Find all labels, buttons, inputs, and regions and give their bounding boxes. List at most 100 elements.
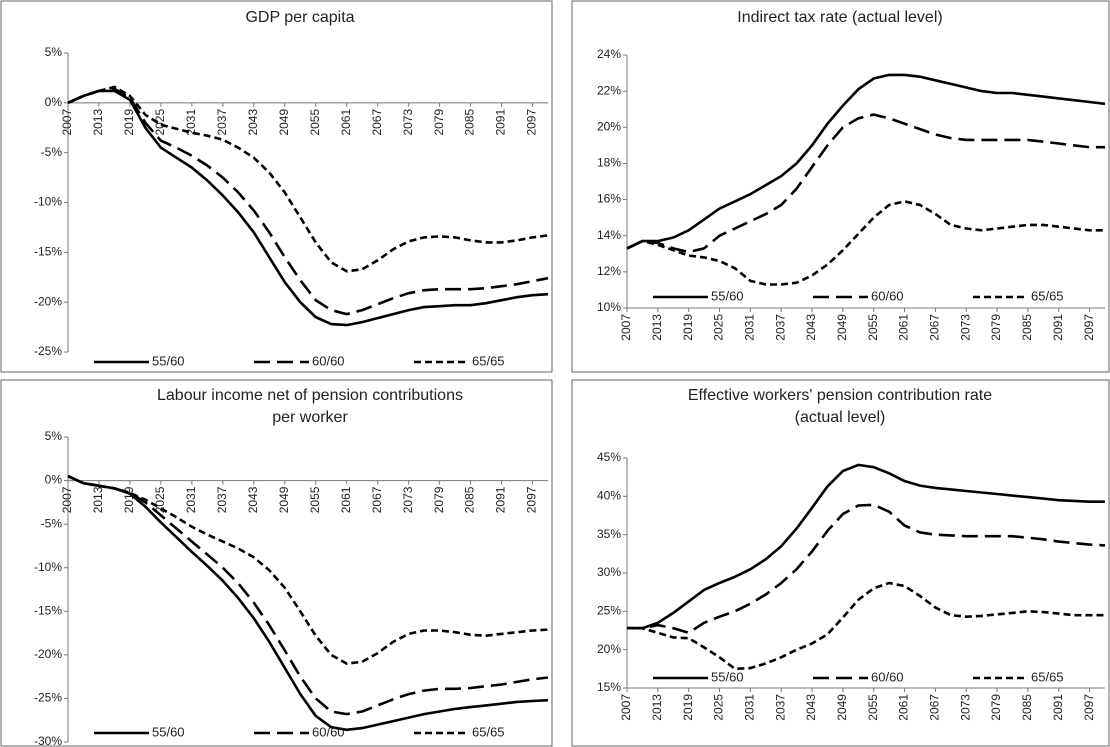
x-tick-label: 2073 <box>958 694 972 721</box>
x-tick-label: 2049 <box>277 109 291 136</box>
legend-label: 55/60 <box>152 724 185 739</box>
y-tick-label: 24% <box>597 47 621 61</box>
x-tick-label: 2037 <box>773 694 787 721</box>
x-tick-label: 2025 <box>153 109 167 136</box>
x-tick-label: 2067 <box>370 109 384 136</box>
panel-border <box>0 0 553 373</box>
x-tick-label: 2037 <box>215 486 229 513</box>
x-tick-label: 2091 <box>1051 314 1065 341</box>
series-line <box>626 73 1106 250</box>
series-line <box>627 503 1106 635</box>
x-tick-label: 2037 <box>215 109 229 136</box>
series-line <box>627 463 1105 630</box>
x-tick-label: 2019 <box>122 109 136 136</box>
chart-title: (actual level) <box>795 409 886 426</box>
y-tick-label: 20% <box>597 642 621 656</box>
chart-panel: GDP per capita -25% -20% -15% -10% -5% 0% 5% 200… <box>0 0 553 373</box>
y-tick-label: -15% <box>34 603 62 617</box>
y-tick-label: -25% <box>34 344 62 358</box>
legend-label: 60/60 <box>871 669 904 684</box>
x-tick-label: 2097 <box>1082 694 1096 721</box>
y-tick-label: 45% <box>597 450 621 464</box>
x-tick-label: 2025 <box>712 314 726 341</box>
x-tick-label: 2031 <box>184 109 198 136</box>
x-tick-label: 2097 <box>1082 314 1096 341</box>
x-tick-label: 2019 <box>681 694 695 721</box>
series-line <box>67 475 549 716</box>
x-tick-label: 2091 <box>494 486 508 513</box>
x-tick-label: 2013 <box>91 486 105 513</box>
y-tick-label: 16% <box>597 192 621 206</box>
x-tick-label: 2079 <box>989 314 1003 341</box>
y-tick-label: 5% <box>45 429 63 443</box>
y-tick-label: -5% <box>41 516 63 530</box>
legend-label: 55/60 <box>152 353 185 368</box>
y-tick-label: 25% <box>597 604 621 618</box>
panel-border <box>0 379 553 747</box>
legend-label: 60/60 <box>312 724 345 739</box>
y-tick-label: 12% <box>597 264 621 278</box>
x-tick-label: 2049 <box>277 486 291 513</box>
y-tick-label: 35% <box>597 527 621 541</box>
chart-title: per worker <box>272 409 348 426</box>
x-tick-label: 2031 <box>184 486 198 513</box>
x-tick-label: 2019 <box>681 314 695 341</box>
x-tick-label: 2013 <box>650 694 664 721</box>
x-tick-label: 2067 <box>928 694 942 721</box>
y-tick-label: 15% <box>597 680 621 694</box>
x-tick-label: 2067 <box>370 486 384 513</box>
chart-panel: Effective workers' pension contribution … <box>571 379 1110 747</box>
x-tick-label: 2097 <box>525 486 539 513</box>
x-tick-label: 2007 <box>619 694 633 721</box>
y-tick-label: -10% <box>34 560 62 574</box>
x-tick-label: 2031 <box>743 694 757 721</box>
legend-label: 65/65 <box>1031 669 1064 684</box>
x-tick-label: 2073 <box>401 486 415 513</box>
y-tick-label: -30% <box>34 734 62 747</box>
y-tick-label: 40% <box>597 489 621 503</box>
y-tick-label: -20% <box>34 647 62 661</box>
panel-border <box>571 379 1110 747</box>
series-line <box>626 113 1105 254</box>
x-tick-label: 2043 <box>804 314 818 341</box>
x-tick-label: 2013 <box>650 314 664 341</box>
y-tick-label: 5% <box>45 45 63 59</box>
x-tick-label: 2091 <box>494 109 508 136</box>
x-tick-label: 2037 <box>773 314 787 341</box>
chart-panel: Indirect tax rate (actual level) 10% 12% 14… <box>571 0 1110 373</box>
y-tick-label: 0% <box>45 95 63 109</box>
x-tick-label: 2055 <box>308 486 322 513</box>
legend-label: 60/60 <box>871 288 904 303</box>
x-tick-label: 2055 <box>866 314 880 341</box>
x-tick-label: 2007 <box>60 109 74 136</box>
x-tick-label: 2049 <box>835 694 849 721</box>
legend-label: 65/65 <box>472 724 505 739</box>
x-tick-label: 2091 <box>1051 694 1065 721</box>
y-tick-label: 30% <box>597 565 621 579</box>
legend-label: 65/65 <box>472 353 505 368</box>
x-tick-label: 2073 <box>958 314 972 341</box>
series-line <box>67 475 549 732</box>
x-tick-label: 2061 <box>897 694 911 721</box>
x-tick-label: 2085 <box>1020 694 1034 721</box>
y-tick-label: 20% <box>597 119 621 133</box>
chart-title: Indirect tax rate (actual level) <box>737 9 942 26</box>
x-tick-label: 2085 <box>1020 314 1034 341</box>
x-tick-label: 2085 <box>463 109 477 136</box>
y-tick-label: -5% <box>41 145 63 159</box>
x-tick-label: 2085 <box>463 486 477 513</box>
x-tick-label: 2055 <box>866 694 880 721</box>
x-tick-label: 2079 <box>432 109 446 136</box>
y-tick-label: 14% <box>597 228 621 242</box>
series-line <box>626 200 1105 286</box>
chart-title: Effective workers' pension contribution … <box>688 387 992 404</box>
x-tick-label: 2013 <box>91 109 105 136</box>
y-tick-label: 10% <box>597 300 621 314</box>
x-tick-label: 2055 <box>308 109 322 136</box>
x-tick-label: 2043 <box>804 694 818 721</box>
y-tick-label: 0% <box>45 473 63 487</box>
x-tick-label: 2007 <box>60 486 74 513</box>
x-tick-label: 2043 <box>246 486 260 513</box>
panel-border <box>571 0 1110 373</box>
series-line <box>67 89 549 327</box>
